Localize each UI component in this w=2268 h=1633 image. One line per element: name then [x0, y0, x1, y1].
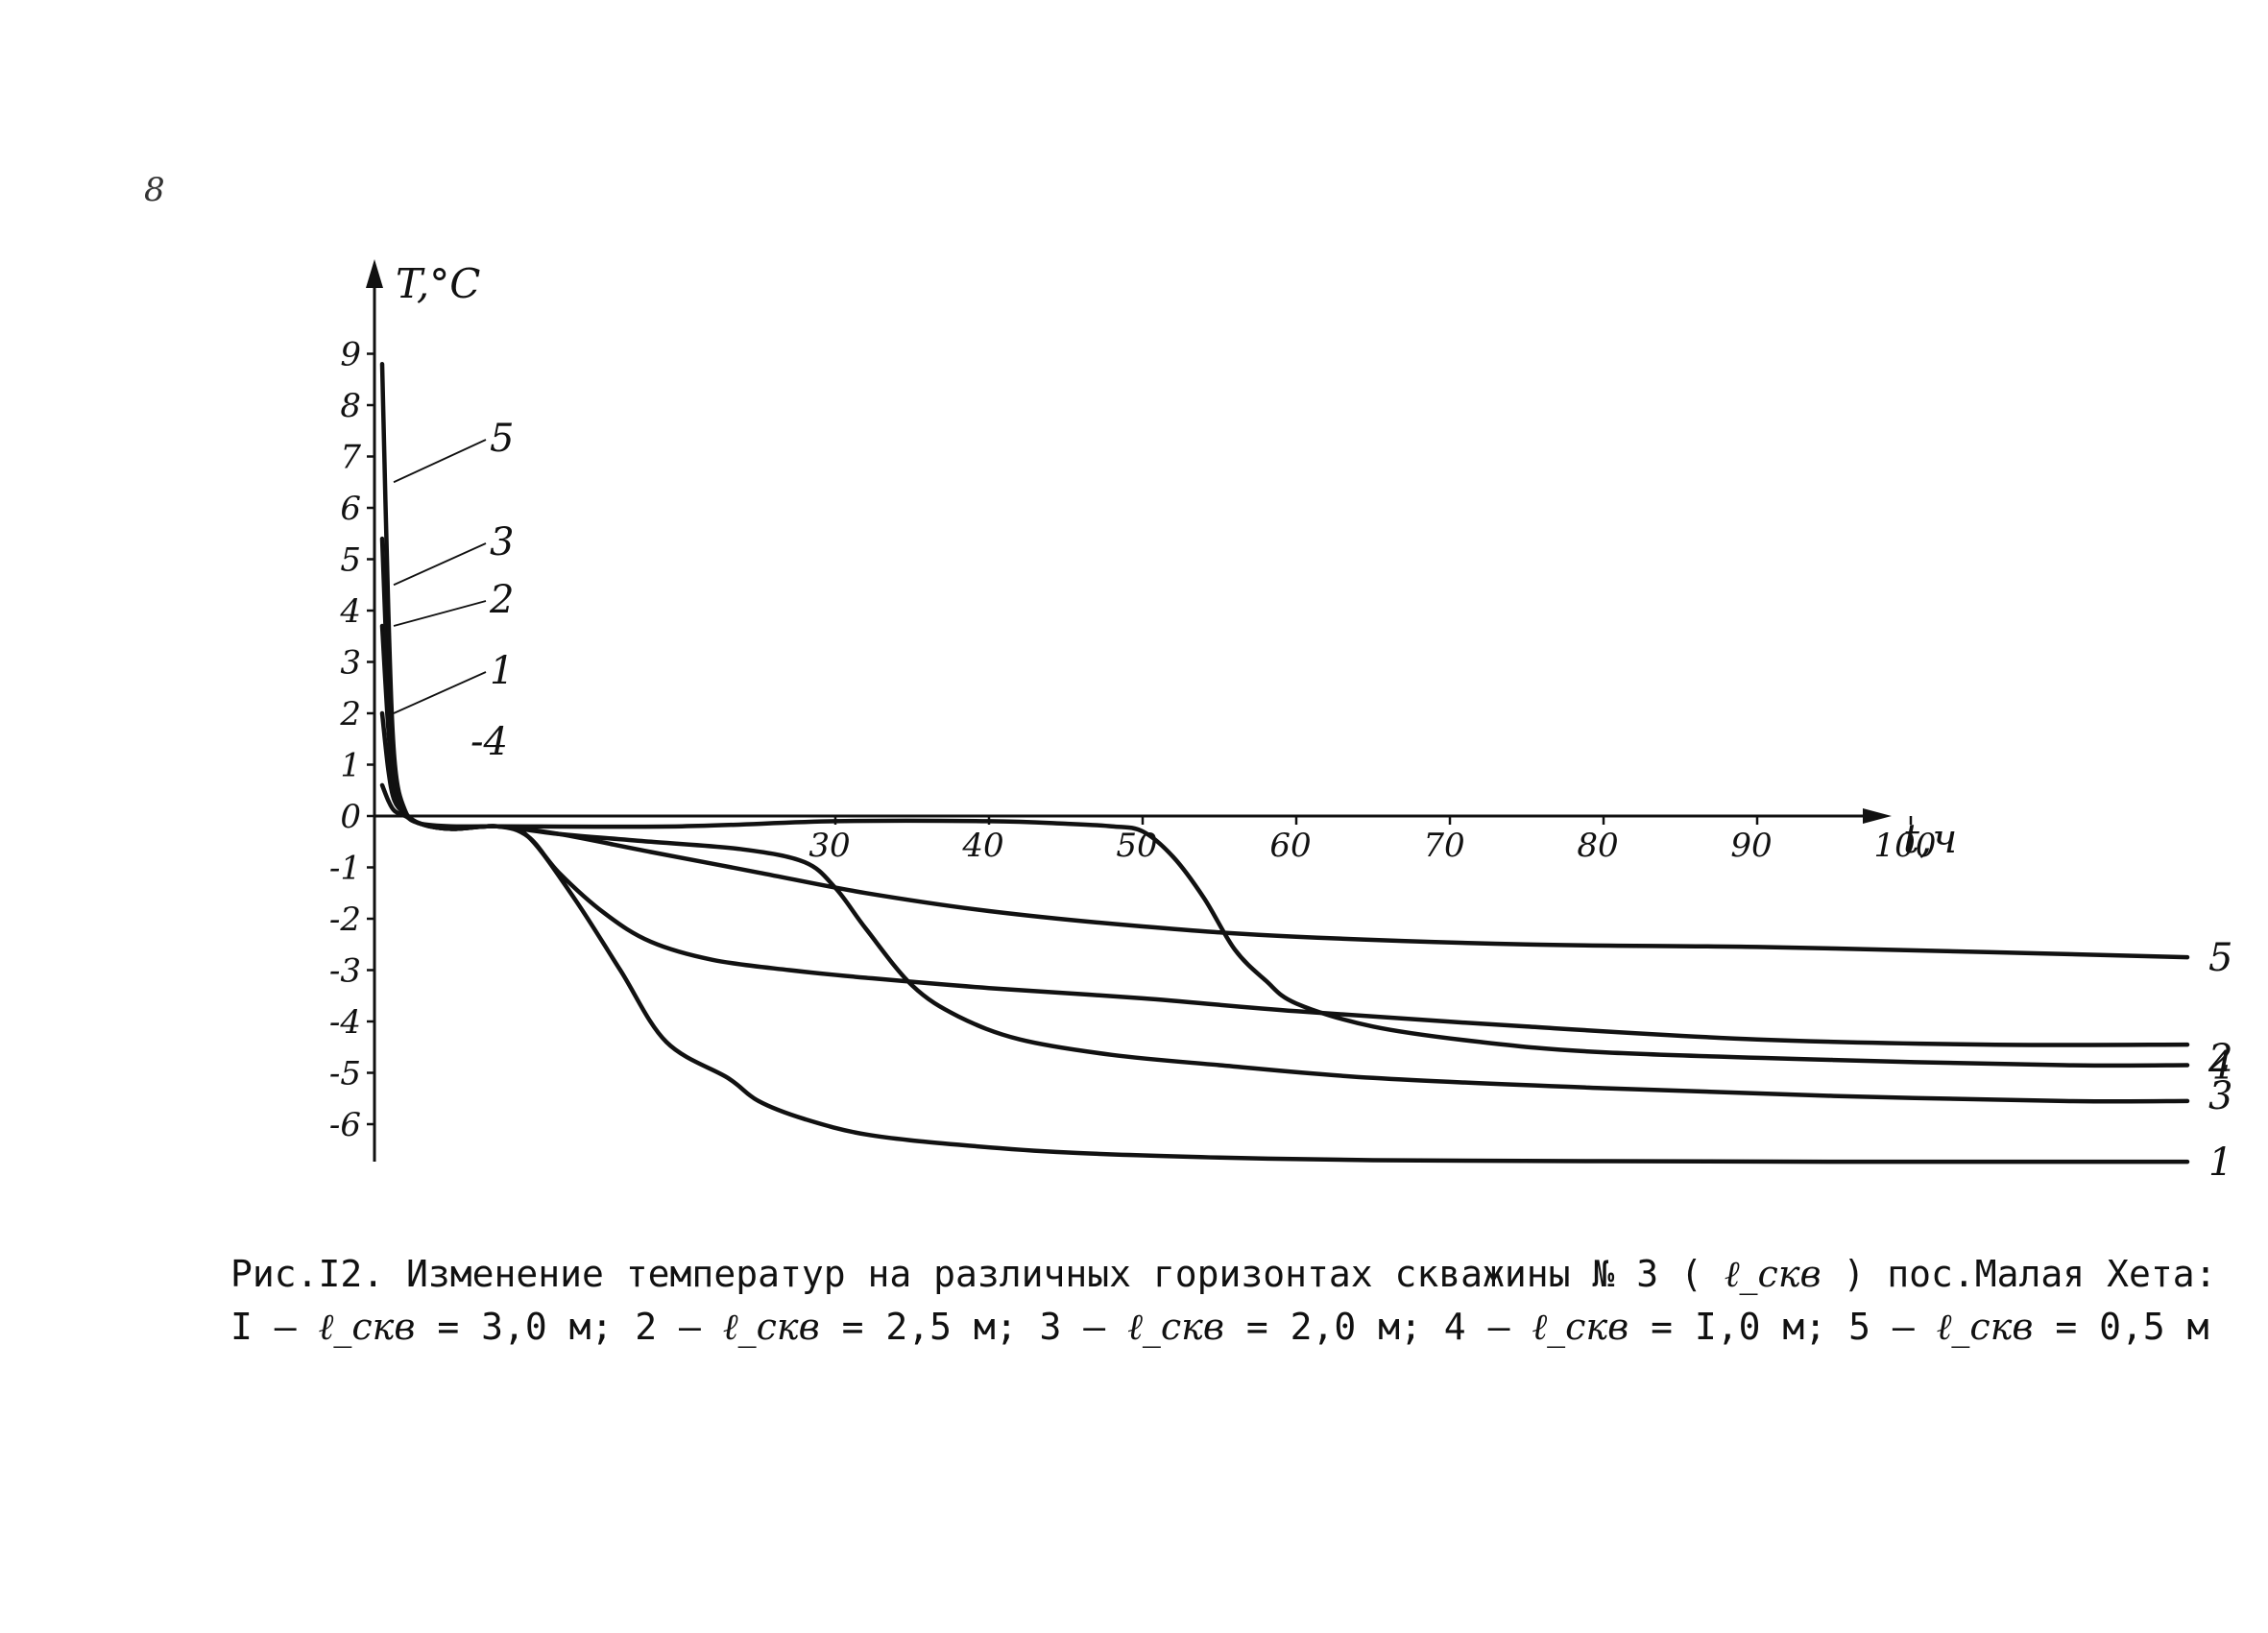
caption-line-1: Рис.I2. Изменение температур на различны… — [230, 1248, 2216, 1301]
y-tick-label: -1 — [329, 850, 361, 888]
legend-entry-1: I – ℓ_скв = 3,0 м; — [230, 1306, 614, 1348]
chart-axes: T,°C t,ч — [366, 259, 1957, 1162]
x-tick-label: 30 — [808, 827, 850, 865]
series-label-right-1: 1 — [2208, 1141, 2232, 1185]
legend-entry-2: 2 – ℓ_скв = 2,5 м; — [635, 1306, 1018, 1348]
series-label-left-5: 5 — [490, 417, 514, 461]
caption-prefix: Рис.I2. Изменение температур на различны… — [230, 1253, 1702, 1295]
y-tick-label: -5 — [329, 1055, 361, 1093]
leader-line-3 — [393, 542, 487, 587]
series-label-left-4: -4 — [470, 720, 508, 764]
x-tick-label: 100 — [1874, 827, 1937, 865]
y-tick-label: 1 — [340, 747, 361, 785]
legend-entry-4: 4 – ℓ_скв = I,0 м; — [1443, 1306, 1827, 1348]
y-tick-label: -3 — [329, 952, 361, 991]
x-axis-arrow — [1863, 808, 1892, 824]
chart-ticks: 9 8 7 6 5 4 3 2 1 0 -1 -2 -3 -4 -5 -6 30 40 50 60 70 80 90 100 — [329, 336, 1937, 1145]
series-label-left-2: 2 — [489, 578, 514, 622]
series-label-right-5: 5 — [2208, 936, 2232, 980]
y-tick-label: 6 — [340, 490, 361, 528]
y-tick-label: 8 — [340, 387, 361, 425]
series-label-left-3: 3 — [490, 520, 514, 564]
x-tick-label: 80 — [1577, 827, 1618, 865]
caption-suffix: ) пос.Малая Хета: — [1843, 1253, 2217, 1295]
series-label-right-4: 4 — [2208, 1044, 2232, 1088]
leader-line-1 — [393, 671, 487, 714]
figure-caption: Рис.I2. Изменение температур на различны… — [230, 1248, 2216, 1354]
series-label-right-3: 3 — [2208, 1074, 2232, 1118]
y-axis-title: T,°C — [396, 260, 480, 307]
caption-symbol: ℓ_скв — [1724, 1253, 1822, 1295]
y-tick-label: 0 — [340, 798, 361, 836]
y-tick-label: -6 — [329, 1106, 361, 1144]
series-line-5 — [379, 361, 2190, 960]
caption-line-2: I – ℓ_скв = 3,0 м; 2 – ℓ_скв = 2,5 м; 3 … — [230, 1301, 2209, 1354]
y-tick-label: 4 — [339, 592, 361, 631]
x-tick-label: 60 — [1269, 827, 1311, 865]
chart-series-lines — [379, 361, 2190, 1165]
y-tick-label: 9 — [340, 336, 361, 374]
y-tick-label: -2 — [329, 901, 361, 939]
series-label-left-1: 1 — [490, 649, 514, 693]
page-number: 8 — [144, 171, 165, 209]
leader-line-2 — [393, 600, 487, 627]
y-tick-label: 5 — [340, 541, 361, 580]
y-axis-arrow — [366, 259, 383, 288]
legend-entry-3: 3 – ℓ_скв = 2,0 м; — [1039, 1306, 1422, 1348]
x-tick-label: 70 — [1423, 827, 1464, 865]
series-label-right-2: 2 — [2208, 1037, 2232, 1081]
y-tick-label: 2 — [339, 695, 361, 733]
y-tick-label: 3 — [340, 644, 361, 683]
legend-entry-5: 5 – ℓ_скв = 0,5 м — [1848, 1306, 2209, 1348]
x-tick-label: 90 — [1730, 827, 1772, 865]
leader-line-5 — [393, 439, 487, 484]
x-tick-label: 50 — [1116, 827, 1157, 865]
x-tick-label: 40 — [961, 827, 1003, 865]
y-tick-label: -4 — [329, 1003, 361, 1042]
y-tick-label: 7 — [340, 439, 361, 477]
x-axis-title: t,ч — [1903, 815, 1957, 862]
